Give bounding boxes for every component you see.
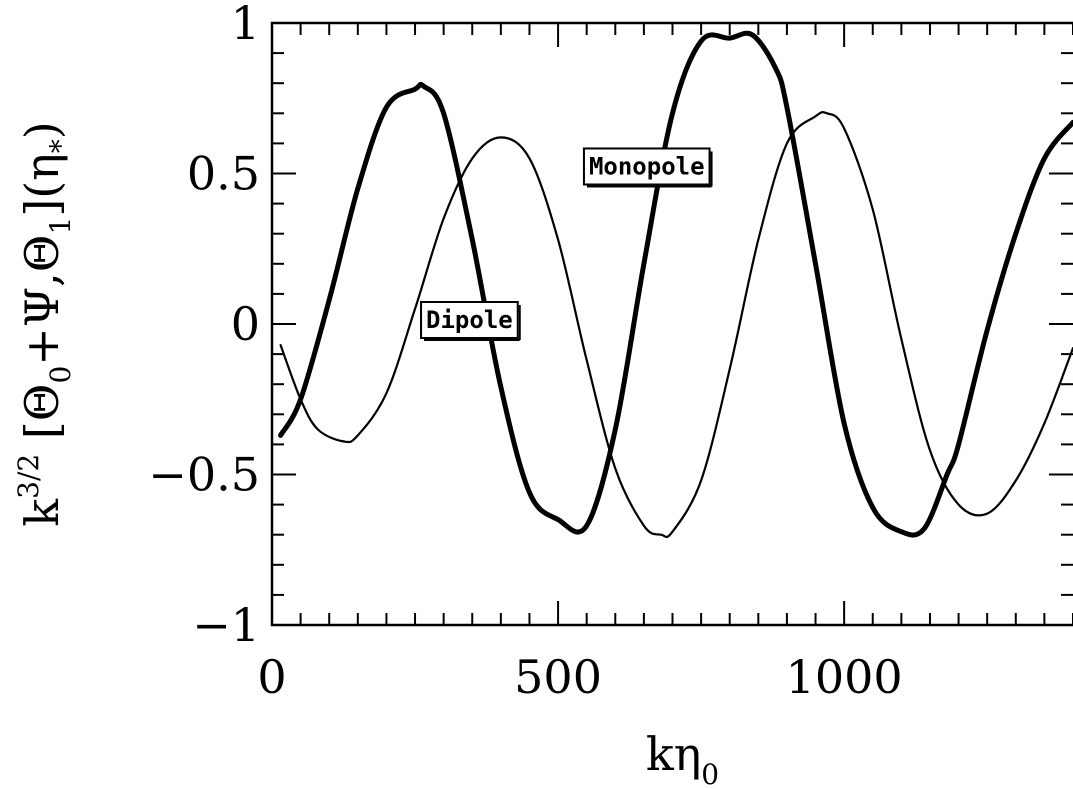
x-axis-title-subscript: 0 xyxy=(701,758,719,789)
y-tick-label: 0.5 xyxy=(187,147,260,201)
y-tick-label: 1 xyxy=(231,0,260,50)
y-axis-title: k3/2 [Θ0+Ψ,Θ1](η*) xyxy=(12,121,77,527)
series-line-monopole xyxy=(278,30,1073,538)
annotation-dipole: Dipole xyxy=(420,300,521,341)
y-axis-title-bracket-close: ](η xyxy=(15,153,69,216)
annotation-monopole: Monopole xyxy=(582,147,713,188)
y-axis-title-star: * xyxy=(44,139,77,153)
annotations: Monopole Dipole xyxy=(420,147,713,341)
x-tick-label: 1000 xyxy=(786,650,903,704)
x-axis-title-main: kη xyxy=(646,727,701,781)
annotation-box xyxy=(420,300,519,339)
y-axis-title-bracket-open: [Θ xyxy=(15,384,69,454)
y-axis-title-sub0: 0 xyxy=(44,366,77,384)
annotation-box xyxy=(582,147,711,186)
plot-frame xyxy=(270,21,1073,627)
y-tick-label: −1 xyxy=(192,598,260,652)
y-axis-title-end: ) xyxy=(15,121,69,139)
annotation-label: Dipole xyxy=(426,306,513,334)
x-tick-label: 500 xyxy=(514,650,602,704)
x-tick-label: 0 xyxy=(257,650,286,704)
y-axis-title-exponent: 3/2 xyxy=(12,454,45,499)
series-layer xyxy=(278,30,1073,539)
tick-labels: 0 500 1000 −1 −0.5 0 0.5 1 xyxy=(148,0,902,704)
minor-ticks xyxy=(272,23,1073,625)
y-axis-title-mid: +Ψ,Θ xyxy=(15,234,69,365)
y-axis-title-k: k xyxy=(15,498,69,527)
y-tick-label: 0 xyxy=(231,297,260,351)
y-axis-title-sub1: 1 xyxy=(44,217,77,235)
annotation-label: Monopole xyxy=(589,152,705,180)
y-tick-label: −0.5 xyxy=(148,448,260,502)
x-axis-title: kη0 xyxy=(646,727,719,789)
series-line-dipole xyxy=(279,110,1073,539)
